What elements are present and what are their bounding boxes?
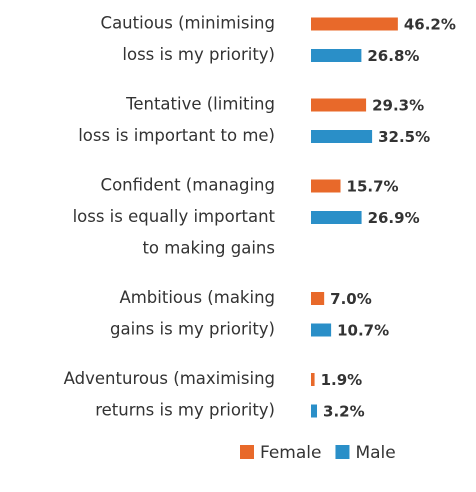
value-label: 15.7%	[347, 178, 399, 196]
value-label: 29.3%	[372, 97, 424, 115]
legend-label: Female	[260, 443, 321, 463]
legend-swatch	[335, 445, 350, 459]
category-label: to making gains	[142, 239, 275, 258]
value-label: 32.5%	[378, 128, 430, 146]
category-label: loss is my priority)	[122, 45, 275, 64]
bar	[311, 49, 362, 62]
bar	[311, 211, 362, 224]
category-label: loss is important to me)	[78, 126, 275, 145]
bar	[311, 179, 341, 193]
category-label: returns is my priority)	[95, 401, 275, 420]
category-label: Ambitious (making	[119, 288, 275, 307]
value-label: 10.7%	[337, 322, 389, 340]
category-label: Cautious (minimising	[101, 14, 275, 33]
bar	[311, 98, 367, 112]
value-label: 1.9%	[321, 371, 363, 389]
legend-swatch	[240, 445, 254, 459]
bar	[311, 373, 315, 386]
category-label: loss is equally important	[73, 207, 276, 226]
value-label: 3.2%	[323, 403, 365, 421]
legend-label: Male	[355, 443, 395, 463]
category-label: Confident (managing	[101, 176, 275, 195]
value-label: 46.2%	[404, 16, 456, 34]
value-label: 26.9%	[368, 209, 420, 227]
bar	[311, 292, 325, 305]
category-label: Adventurous (maximising	[64, 369, 275, 388]
bar	[311, 17, 398, 31]
bar	[311, 130, 373, 143]
category-label: gains is my priority)	[110, 320, 275, 339]
value-label: 26.8%	[367, 47, 419, 65]
bar	[311, 404, 318, 418]
bar	[311, 323, 332, 337]
value-label: 7.0%	[330, 290, 372, 308]
category-label: Tentative (limiting	[125, 95, 275, 114]
